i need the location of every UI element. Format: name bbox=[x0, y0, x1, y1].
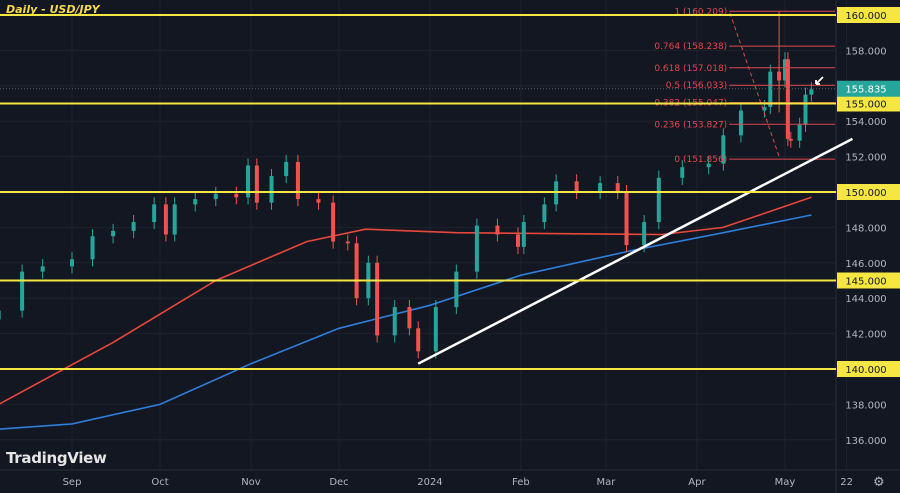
candle-body bbox=[624, 192, 629, 246]
y-tick-label: 148.000 bbox=[845, 223, 886, 234]
candle-body bbox=[111, 230, 116, 237]
fib-level-label: 0.236 (153.827) bbox=[654, 120, 727, 130]
candle-body bbox=[785, 59, 790, 139]
candle-body bbox=[803, 94, 808, 125]
x-tick-label: Apr bbox=[688, 477, 706, 488]
candle-body bbox=[782, 59, 787, 81]
chart-title: Daily - USD/JPY bbox=[6, 3, 100, 16]
candle-body bbox=[797, 124, 802, 141]
x-tick-label: Oct bbox=[151, 477, 168, 488]
level-label: 155.000 bbox=[845, 100, 886, 111]
fib-diagonal bbox=[729, 12, 781, 160]
candle-body bbox=[515, 234, 520, 247]
level-label-bg bbox=[837, 184, 900, 200]
x-tick-label: 22 bbox=[840, 477, 853, 488]
level-label-bg bbox=[837, 7, 900, 23]
level-label: 150.000 bbox=[845, 188, 886, 199]
trendline bbox=[417, 137, 854, 365]
gear-icon[interactable]: ⚙ bbox=[873, 475, 885, 490]
candle-body bbox=[574, 181, 579, 192]
current-price-bg bbox=[837, 80, 900, 97]
candle-body bbox=[392, 307, 397, 336]
candle-body bbox=[295, 161, 300, 200]
current-price-label: 155.835 bbox=[845, 85, 886, 96]
candle-body bbox=[416, 328, 421, 352]
candle-body bbox=[615, 183, 620, 192]
candle-body bbox=[152, 204, 157, 223]
candle-body bbox=[0, 310, 1, 320]
candle-body bbox=[40, 266, 45, 272]
arrow-icon bbox=[815, 76, 824, 85]
x-tick-label: May bbox=[775, 477, 796, 488]
candle-body bbox=[375, 262, 380, 336]
x-tick-label: 2024 bbox=[417, 477, 442, 488]
candle-body bbox=[163, 204, 168, 235]
candle-body bbox=[706, 163, 711, 168]
fib-level-label: 0 (151.856) bbox=[674, 155, 727, 165]
candle-body bbox=[521, 222, 526, 247]
x-tick-label: Dec bbox=[329, 477, 348, 488]
candle-body bbox=[70, 259, 74, 267]
candle-body bbox=[738, 110, 743, 136]
candle-body bbox=[131, 222, 136, 231]
candle-body bbox=[254, 165, 259, 203]
y-tick-label: 142.000 bbox=[845, 330, 886, 341]
x-tick-label: Feb bbox=[512, 477, 530, 488]
candle-body bbox=[354, 243, 359, 299]
candle-body bbox=[433, 307, 438, 352]
candle-body bbox=[234, 193, 239, 198]
candle-body bbox=[172, 204, 177, 235]
candle-body bbox=[474, 225, 479, 272]
candle-body bbox=[642, 222, 647, 246]
candle-body bbox=[762, 107, 767, 111]
tradingview-logo: TradingView bbox=[6, 449, 107, 467]
candle-body bbox=[331, 202, 336, 242]
y-tick-label: 146.000 bbox=[845, 259, 886, 270]
fib-level-label: 0.764 (158.238) bbox=[654, 42, 727, 52]
candle-body bbox=[213, 193, 218, 200]
x-tick-label: Sep bbox=[63, 477, 82, 488]
y-tick-label: 138.000 bbox=[845, 400, 886, 411]
candle-body bbox=[316, 199, 321, 203]
level-label-bg bbox=[837, 272, 900, 289]
level-label: 145.000 bbox=[845, 277, 886, 288]
candle-body bbox=[407, 307, 412, 329]
candle-body bbox=[680, 167, 685, 178]
candle-body bbox=[809, 89, 814, 95]
y-tick-label: 136.000 bbox=[845, 436, 886, 447]
candle-body bbox=[454, 271, 459, 308]
x-tick-label: Mar bbox=[597, 477, 617, 488]
candle-body bbox=[269, 176, 274, 203]
level-label: 160.000 bbox=[845, 11, 886, 22]
candle-body bbox=[246, 165, 251, 198]
moving-average-fast bbox=[0, 196, 812, 405]
fib-level-label: 0.618 (157.018) bbox=[654, 64, 727, 74]
y-tick-label: 152.000 bbox=[845, 153, 886, 164]
level-label: 140.000 bbox=[845, 365, 886, 376]
y-tick-label: 144.000 bbox=[845, 294, 886, 305]
x-tick-label: Nov bbox=[241, 477, 261, 488]
candle-body bbox=[90, 236, 95, 260]
candle-body bbox=[721, 135, 726, 164]
candle-body bbox=[656, 177, 661, 223]
candle-body bbox=[768, 71, 773, 108]
fib-level-label: 1 (160.209) bbox=[674, 7, 727, 17]
candle-body bbox=[20, 271, 25, 311]
y-tick-label: 158.000 bbox=[845, 46, 886, 57]
moving-average-slow bbox=[0, 214, 812, 430]
y-tick-label: 154.000 bbox=[845, 117, 886, 128]
level-label-bg bbox=[837, 95, 900, 112]
candle-body bbox=[788, 138, 793, 141]
candle-body bbox=[598, 183, 603, 192]
fib-level-label: 0.5 (156.033) bbox=[666, 81, 727, 91]
candle-body bbox=[284, 161, 289, 177]
level-label-bg bbox=[837, 361, 900, 377]
candle-body bbox=[193, 199, 198, 205]
candle-body bbox=[542, 204, 547, 223]
candle-body bbox=[345, 241, 350, 244]
candle-body bbox=[495, 225, 500, 235]
